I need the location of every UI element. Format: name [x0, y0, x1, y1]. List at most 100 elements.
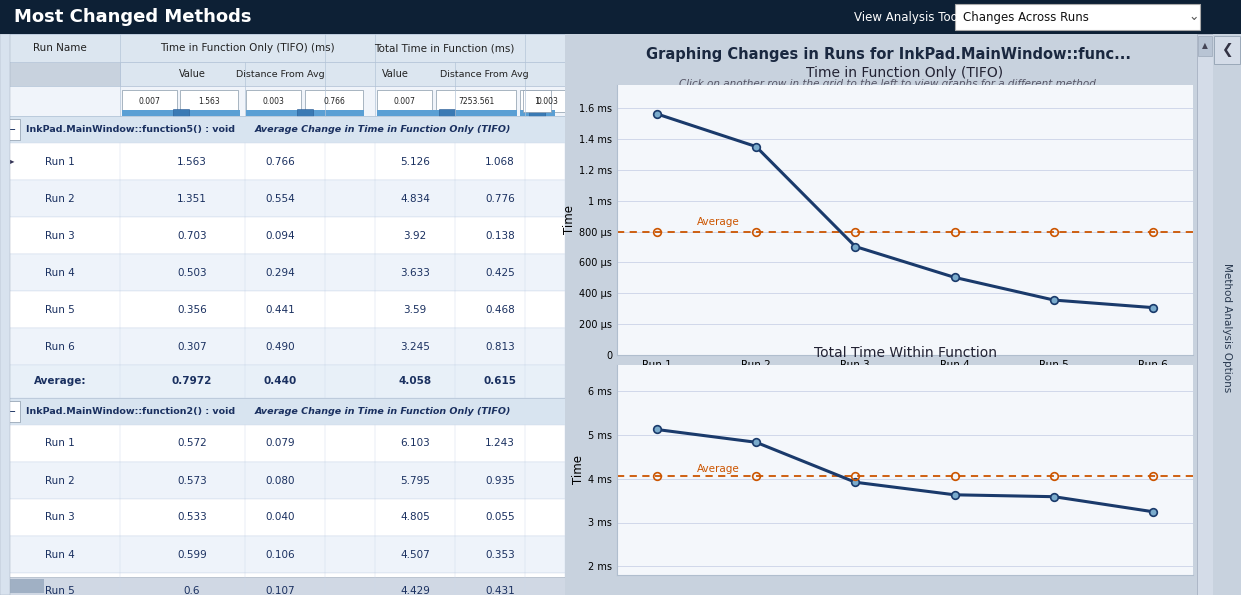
Text: Value: Value — [381, 69, 408, 79]
Text: 1: 1 — [535, 96, 540, 105]
Text: 0.079: 0.079 — [266, 439, 295, 449]
Bar — [0, 577, 565, 595]
Text: 0.007: 0.007 — [393, 96, 416, 105]
Bar — [439, 109, 455, 117]
Text: 0.055: 0.055 — [485, 512, 515, 522]
Bar — [0, 365, 565, 398]
Bar — [297, 109, 313, 117]
Text: 0.935: 0.935 — [485, 475, 515, 486]
Bar — [0, 116, 565, 143]
Bar — [0, 86, 565, 116]
Bar — [0, 34, 565, 62]
Text: InkPad.MainWindow::function2() : void: InkPad.MainWindow::function2() : void — [26, 407, 242, 416]
Text: Average Change in Time in Function Only (TIFO): Average Change in Time in Function Only … — [254, 407, 511, 416]
Text: 0.813: 0.813 — [485, 342, 515, 352]
Text: 0.294: 0.294 — [266, 268, 295, 277]
Text: 0.106: 0.106 — [266, 550, 295, 559]
Text: 0.356: 0.356 — [177, 305, 207, 315]
Text: 0.003: 0.003 — [536, 96, 558, 105]
Text: 4.058: 4.058 — [398, 377, 432, 387]
Text: Run 5: Run 5 — [45, 587, 74, 595]
Bar — [0, 254, 565, 291]
Bar — [0, 573, 565, 595]
Bar — [1212, 0, 1241, 34]
Text: Average:: Average: — [34, 377, 87, 387]
Text: Run 1: Run 1 — [45, 156, 74, 167]
Bar — [0, 180, 565, 217]
Text: 0.440: 0.440 — [263, 377, 297, 387]
Text: ❮: ❮ — [1221, 43, 1232, 57]
Bar — [4, 119, 20, 140]
Text: Method Analysis Options: Method Analysis Options — [1222, 262, 1232, 392]
Bar — [180, 90, 238, 112]
Text: ▲: ▲ — [1203, 42, 1207, 51]
Text: 0.353: 0.353 — [485, 550, 515, 559]
Text: 1.563: 1.563 — [177, 156, 207, 167]
Text: Run 4: Run 4 — [45, 268, 74, 277]
Text: 1.351: 1.351 — [177, 193, 207, 203]
Text: Average Change in Time in Function Only (TIFO): Average Change in Time in Function Only … — [254, 125, 511, 134]
Bar — [0, 291, 565, 328]
Text: 4.805: 4.805 — [400, 512, 429, 522]
Text: 0.572: 0.572 — [177, 439, 207, 449]
Text: 6.103: 6.103 — [400, 439, 429, 449]
Text: 0.007: 0.007 — [139, 96, 160, 105]
Text: Run 6: Run 6 — [45, 342, 74, 352]
Title: Total Time Within Function: Total Time Within Function — [814, 346, 997, 359]
Bar — [0, 425, 565, 462]
Text: 0.107: 0.107 — [266, 587, 295, 595]
Bar — [522, 90, 551, 112]
Text: 1.243: 1.243 — [485, 439, 515, 449]
Text: 0.138: 0.138 — [485, 230, 515, 240]
Bar — [0, 536, 565, 573]
Text: Run 5: Run 5 — [45, 305, 74, 315]
Text: Click on another row in the grid to the left to view graphs for a different meth: Click on another row in the grid to the … — [679, 79, 1100, 89]
Text: Total Time in Function (ms): Total Time in Function (ms) — [374, 43, 514, 53]
Text: Run 3: Run 3 — [45, 230, 74, 240]
Text: Most Changed Methods: Most Changed Methods — [14, 8, 252, 26]
Text: 0.6: 0.6 — [184, 587, 200, 595]
Bar — [956, 4, 1200, 30]
Text: 5.126: 5.126 — [400, 156, 429, 167]
Text: 5.795: 5.795 — [400, 475, 429, 486]
Bar — [120, 62, 565, 86]
Bar — [122, 110, 240, 116]
Bar — [0, 462, 565, 499]
Text: 0.431: 0.431 — [485, 587, 515, 595]
Bar — [0, 34, 10, 595]
Text: ⌄: ⌄ — [1188, 11, 1199, 23]
Text: 0.425: 0.425 — [485, 268, 515, 277]
Text: ▶: ▶ — [7, 157, 15, 166]
Text: Run 1: Run 1 — [45, 439, 74, 449]
Bar — [529, 109, 545, 117]
Text: Run Name: Run Name — [34, 43, 87, 53]
Text: 0.533: 0.533 — [177, 512, 207, 522]
Text: Distance From Avg: Distance From Avg — [236, 70, 324, 79]
Text: 0.490: 0.490 — [266, 342, 295, 352]
Text: Changes Across Runs: Changes Across Runs — [963, 11, 1088, 23]
Bar — [172, 109, 189, 117]
Text: InkPad.MainWindow::function5() : void: InkPad.MainWindow::function5() : void — [26, 125, 242, 134]
Text: 0.468: 0.468 — [485, 305, 515, 315]
Bar — [1214, 36, 1240, 64]
Bar — [4, 579, 43, 593]
Text: 0.766: 0.766 — [266, 156, 295, 167]
Text: 0.503: 0.503 — [177, 268, 207, 277]
Text: Average: Average — [696, 464, 740, 474]
Bar — [4, 401, 20, 422]
Text: 0.040: 0.040 — [266, 512, 295, 522]
Text: Distance From Avg: Distance From Avg — [439, 70, 529, 79]
Text: 0.615: 0.615 — [484, 377, 516, 387]
Text: Graphing Changes in Runs for InkPad.MainWindow::func...: Graphing Changes in Runs for InkPad.Main… — [647, 46, 1132, 61]
Bar — [122, 90, 177, 112]
Text: −: − — [7, 406, 16, 416]
Text: 1.068: 1.068 — [485, 156, 515, 167]
Text: 3.59: 3.59 — [403, 305, 427, 315]
Text: Time in Function Only (TIFO) (ms): Time in Function Only (TIFO) (ms) — [160, 43, 334, 53]
Bar — [520, 90, 575, 112]
Y-axis label: Time: Time — [563, 205, 576, 234]
Text: 3.633: 3.633 — [400, 268, 429, 277]
Bar — [246, 110, 364, 116]
Text: 0.766: 0.766 — [323, 96, 345, 105]
Text: Run 4: Run 4 — [45, 550, 74, 559]
